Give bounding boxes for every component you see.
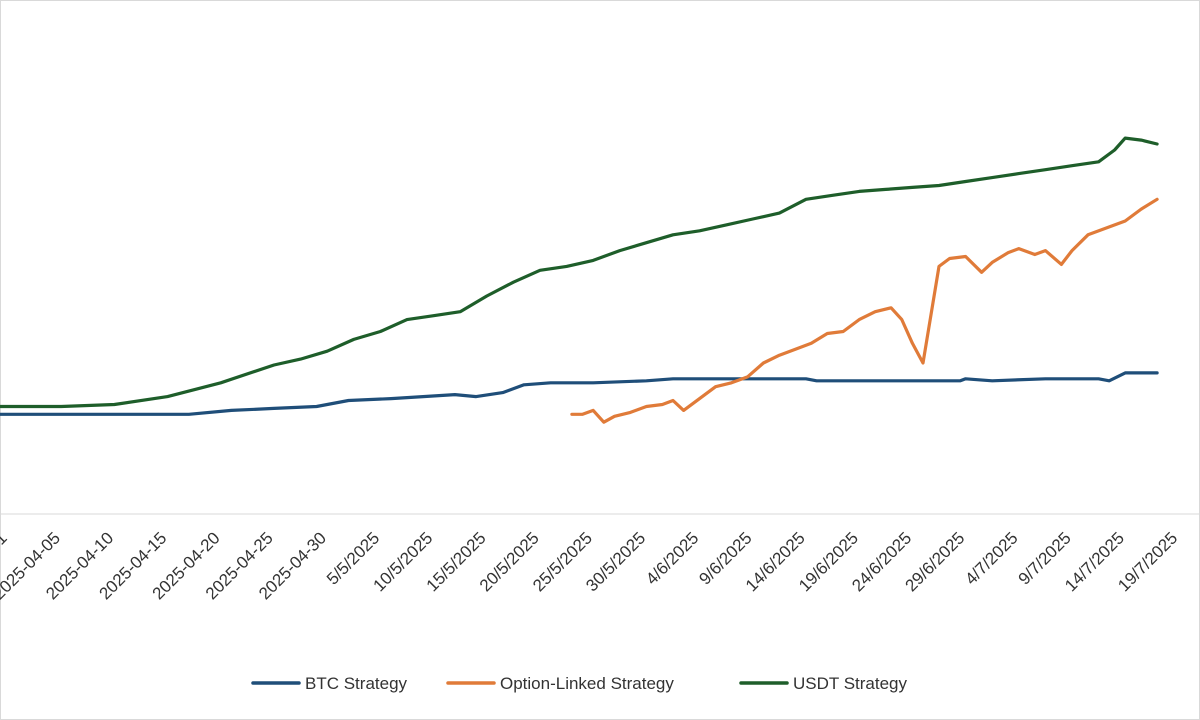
x-tick-label: 4/7/2025 [961,528,1021,588]
series-line-usdt-strategy [0,136,1159,409]
series-line-btc-strategy [0,371,1159,416]
legend-label-option-linked-strategy: Option-Linked Strategy [500,674,674,693]
legend-label-btc-strategy: BTC Strategy [305,674,408,693]
legend-label-usdt-strategy: USDT Strategy [793,674,908,693]
x-axis-tick-labels: 2025-03-312025-04-052025-04-102025-04-15… [0,528,1181,603]
series-line-option-linked-strategy [570,197,1159,424]
legend: BTC Strategy Option-Linked Strategy USDT S… [251,674,908,693]
x-tick-label: 4/6/2025 [642,528,702,588]
series-layer [0,136,1159,424]
